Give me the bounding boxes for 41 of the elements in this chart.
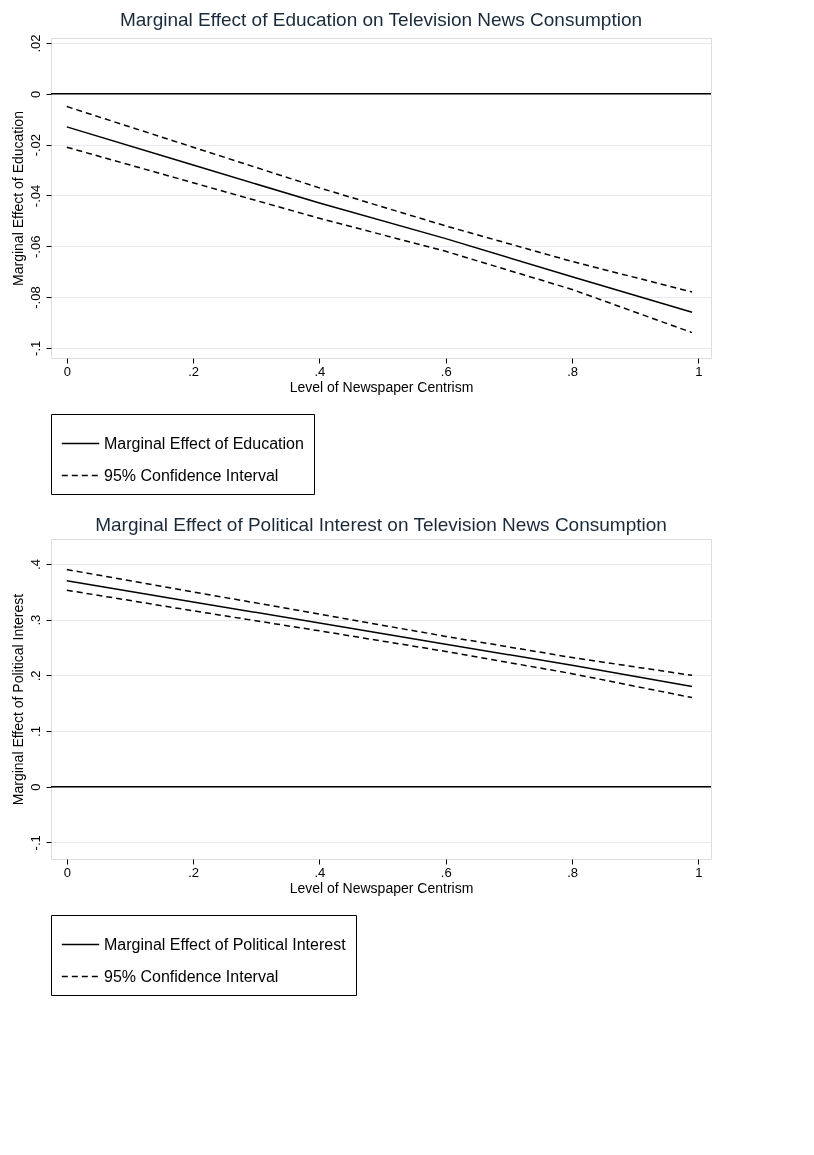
y-tick-label: -.02 xyxy=(27,133,43,157)
x-tick-label: .8 xyxy=(567,864,578,880)
legend-label: Marginal Effect of Education xyxy=(104,434,304,452)
legend-label: Marginal Effect of Political Interest xyxy=(104,935,347,953)
x-tick-label: .4 xyxy=(314,363,326,379)
x-tick-label: 0 xyxy=(63,864,71,880)
line-series xyxy=(66,568,693,677)
line-series xyxy=(66,146,693,334)
x-tick-label: .8 xyxy=(567,363,578,379)
y-tick-label: 0 xyxy=(27,90,43,98)
x-tick-label: 0 xyxy=(63,363,71,379)
x-axis-title: Level of Newspaper Centrism xyxy=(289,879,474,896)
x-tick-label: 1 xyxy=(695,864,703,880)
y-tick-label: .02 xyxy=(27,34,43,53)
line-series xyxy=(66,579,693,688)
x-tick-label: .2 xyxy=(188,363,200,379)
x-tick-label: .4 xyxy=(314,864,326,880)
line-series xyxy=(66,589,693,699)
y-tick-label: -.1 xyxy=(27,340,43,356)
y-axis-title: Marginal Effect of Education xyxy=(9,111,26,286)
x-tick-label: 1 xyxy=(695,363,703,379)
y-tick-label: .4 xyxy=(27,559,43,570)
chart-title: Marginal Effect of Education on Television News Consumption xyxy=(119,9,643,31)
x-tick-label: .2 xyxy=(188,864,200,880)
chart-title: Marginal Effect of Political Interest on Television News Consumption xyxy=(95,514,667,535)
x-axis-title: Level of Newspaper Centrism xyxy=(289,378,474,395)
y-axis-title: Marginal Effect of Political Interest xyxy=(9,593,26,806)
legend-label: 95% Confidence Interval xyxy=(104,466,279,484)
x-tick-label: .6 xyxy=(440,363,452,379)
line-series xyxy=(66,105,693,293)
y-tick-label: -.1 xyxy=(27,835,43,851)
x-tick-label: .6 xyxy=(440,864,452,880)
line-series xyxy=(66,126,693,314)
y-tick-label: .2 xyxy=(27,670,43,682)
y-tick-label: -.06 xyxy=(27,235,43,258)
legend-label: 95% Confidence Interval xyxy=(104,967,279,985)
y-tick-label: 0 xyxy=(27,783,43,791)
y-tick-label: -.04 xyxy=(27,184,43,208)
y-tick-label: .1 xyxy=(27,726,43,737)
y-tick-label: -.08 xyxy=(27,286,43,309)
y-tick-label: .3 xyxy=(27,614,43,626)
